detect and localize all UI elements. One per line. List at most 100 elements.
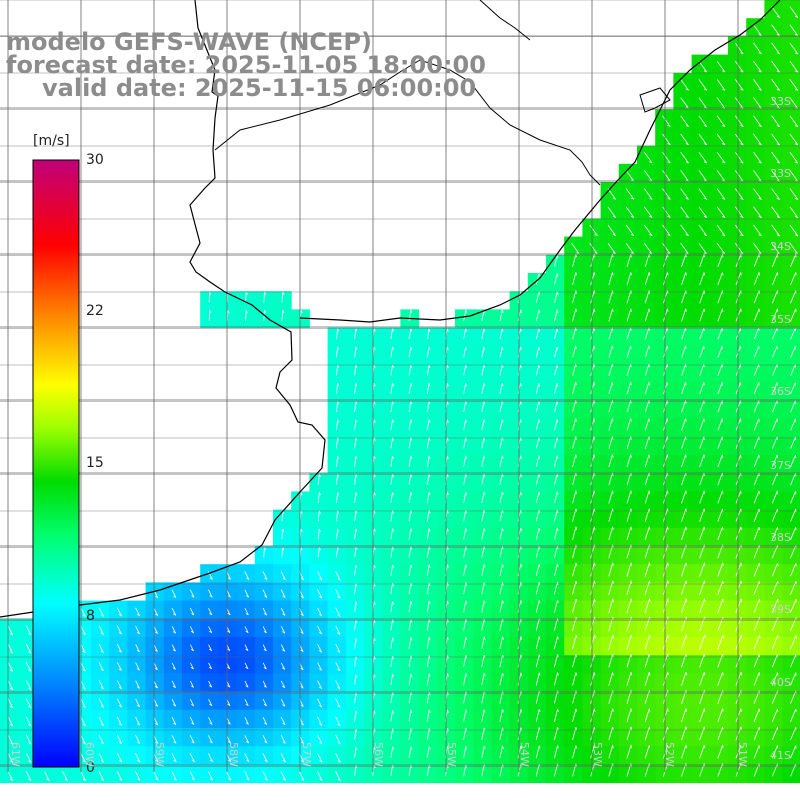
wind-arrow-head [10,687,13,690]
wind-arrow-head [10,760,13,763]
wind-arrow-head [758,234,762,237]
wind-arrow [790,763,797,777]
wind-arrow-head [447,546,449,550]
wind-arrow [698,188,708,200]
wind-arrow-head [483,346,486,350]
wind-arrow-head [227,666,231,670]
wind-arrow-head [227,577,231,580]
lat-label: 33S [770,95,791,108]
wind-arrow-head [649,634,651,638]
wind-arrow [189,698,195,707]
wind-arrow-head [612,454,614,458]
wind-arrow-head [319,741,323,745]
wind-arrow [535,437,540,449]
wind-arrow-head [776,234,780,237]
wind-arrow [590,490,595,504]
wind-arrow-head [556,455,559,459]
wind-arrow [662,726,669,741]
wind-arrow-head [630,215,635,218]
wind-arrow-head [575,308,577,312]
wind-arrow-head [612,562,614,566]
wind-arrow-head [191,703,194,707]
wind-arrow [517,727,522,741]
wind-arrow [408,365,412,376]
wind-arrow [408,492,412,504]
wind-arrow-head [428,528,431,532]
wind-arrow [789,206,799,219]
wind-arrow [681,708,687,723]
wind-cell [782,54,800,74]
wind-arrow [463,618,467,631]
wind-arrow [426,474,430,485]
wind-arrow [207,771,214,781]
wind-arrow-head [263,630,267,634]
wind-arrow-head [373,674,376,678]
wind-arrow-head [136,649,140,653]
wind-arrow [790,364,796,376]
wind-arrow-head [575,580,578,584]
wind-arrow [7,716,14,727]
wind-arrow [116,680,122,689]
wind-arrow-head [319,778,323,781]
wind-arrow [753,290,760,304]
wind-arrow [608,472,613,486]
wind-arrow-head [118,632,122,635]
wind-arrow [681,490,687,504]
wind-arrow [535,672,540,686]
wind-arrow [572,580,577,595]
wind-cell [782,0,800,19]
wind-arrow [644,436,650,449]
colorbar [32,159,80,768]
wind-arrow [681,653,687,668]
wind-arrow [535,419,540,431]
wind-arrow-head [190,630,194,634]
wind-arrow [262,607,268,616]
wind-arrow [80,662,86,672]
wind-arrow-head [758,143,762,146]
wind-arrow [771,115,780,128]
wind-arrow [408,710,412,722]
wind-arrow [390,619,393,631]
wind-arrow [662,653,669,668]
wind-arrow-head [337,437,340,441]
wind-arrow-head [648,382,650,386]
wind-arrow [626,490,632,504]
wind-arrow [535,473,540,485]
wind-arrow [590,290,595,304]
wind-arrow-head [483,510,486,514]
wind-arrow [735,598,742,614]
wind-arrow-head [373,437,376,441]
wind-arrow [662,254,668,267]
wind-arrow-head [501,365,504,369]
wind-arrow [354,492,357,503]
wind-arrow-head [100,778,104,781]
wind-arrow [390,764,393,777]
wind-arrow [753,418,760,431]
wind-arrow [716,170,726,182]
wind-arrow-head [667,653,669,658]
wind-arrow [662,115,671,127]
wind-arrow [680,133,689,146]
wind-arrow-head [740,125,744,128]
wind-arrow [171,589,177,598]
wind-arrow-head [520,528,522,532]
wind-arrow-head [667,124,671,127]
wind-arrow [789,42,799,55]
colorbar-tick-30: 30 [86,152,104,168]
wind-arrow [698,224,708,237]
wind-arrow [208,589,213,598]
wind-arrow [753,616,760,632]
wind-arrow-head [136,631,140,635]
wind-arrow-head [722,197,726,200]
wind-arrow [753,672,760,686]
wind-arrow-head [648,364,650,368]
border-north [479,0,531,41]
wind-arrow [336,437,339,449]
wind-arrow-head [209,630,212,634]
wind-arrow [408,601,412,613]
wind-arrow-head [685,562,687,566]
wind-arrow [244,662,249,670]
wind-arrow [354,419,357,431]
wind-arrow-head [520,582,522,586]
wind-arrow-head [447,492,449,496]
